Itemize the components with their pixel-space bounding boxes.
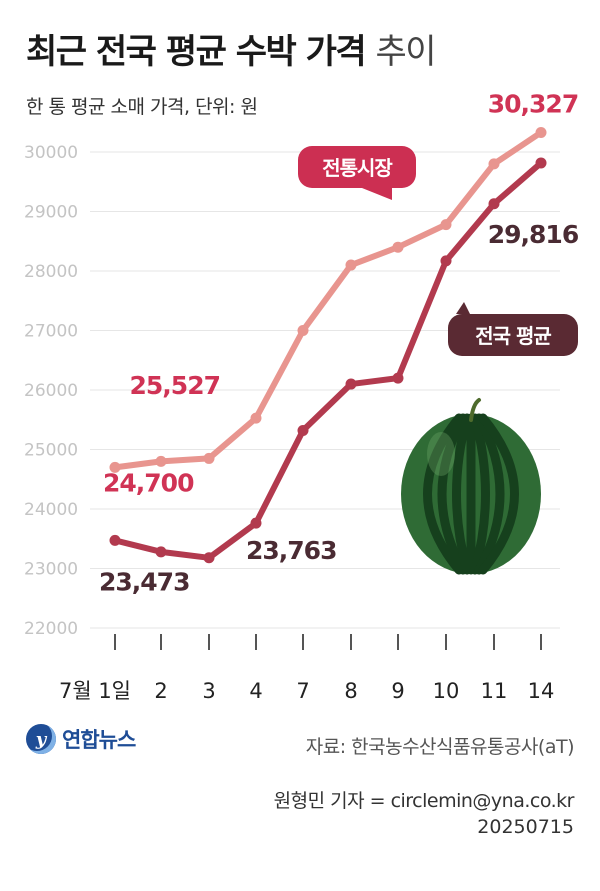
x-tick-label: 14 bbox=[528, 679, 555, 703]
data-point bbox=[440, 219, 452, 231]
callout-label: 전통시장 bbox=[322, 156, 393, 180]
callout-pointer bbox=[362, 188, 392, 200]
y-tick-label: 29000 bbox=[24, 203, 78, 223]
data-point bbox=[440, 255, 452, 267]
title-main: 최근 전국 평균 수박 가격 bbox=[26, 32, 367, 72]
watermelon-highlight bbox=[427, 432, 455, 476]
watermelon-stem bbox=[469, 398, 481, 422]
y-tick-label: 28000 bbox=[24, 262, 78, 282]
data-label: 24,700 bbox=[103, 468, 194, 497]
x-tick-label: 7 bbox=[296, 679, 309, 703]
watermelon-stripe bbox=[423, 413, 464, 575]
y-tick-label: 27000 bbox=[24, 322, 78, 342]
callout-label: 전국 평균 bbox=[475, 324, 551, 348]
watermelon-stripe bbox=[452, 413, 472, 575]
source-note: 자료: 한국농수산식품유통공사(aT) bbox=[305, 736, 575, 758]
data-point bbox=[535, 157, 547, 169]
x-tick-label: 2 bbox=[154, 679, 167, 703]
data-point bbox=[345, 378, 357, 390]
x-tick-label: 11 bbox=[481, 679, 508, 703]
series-callout: 전국 평균 bbox=[448, 302, 578, 356]
yonhap-logo: y 연합뉴스 bbox=[26, 724, 136, 754]
reporter-credit: 원형민 기자 = circlemin@yna.co.kr bbox=[273, 790, 575, 812]
y-tick-label: 30000 bbox=[24, 143, 78, 163]
data-point bbox=[392, 372, 404, 384]
x-tick-label: 7월 1일 bbox=[59, 679, 131, 703]
data-point bbox=[203, 552, 215, 564]
price-line-chart: 22000 23000 24000 25000 26000 27000 28000 29000… bbox=[24, 90, 580, 703]
data-point bbox=[250, 412, 262, 424]
y-tick-label: 22000 bbox=[24, 619, 78, 639]
data-point bbox=[109, 461, 121, 473]
series-line bbox=[112, 129, 544, 471]
publish-date: 20250715 bbox=[477, 816, 574, 838]
series-callout: 전통시장 bbox=[298, 146, 416, 200]
watermelon-stripe bbox=[474, 413, 505, 575]
x-tick-label: 4 bbox=[249, 679, 262, 703]
chart-title: 최근 전국 평균 수박 가격 추이 bbox=[26, 24, 437, 73]
x-tick-label: 3 bbox=[202, 679, 215, 703]
data-label: 23,763 bbox=[246, 536, 336, 565]
callout-box bbox=[298, 146, 416, 188]
callout-box bbox=[448, 314, 578, 356]
data-label: 25,527 bbox=[130, 371, 220, 400]
data-point bbox=[155, 455, 167, 467]
data-point bbox=[345, 259, 357, 271]
data-point bbox=[155, 546, 167, 558]
x-tick-label: 8 bbox=[344, 679, 357, 703]
title-suffix: 추이 bbox=[375, 32, 437, 72]
callout-pointer bbox=[456, 302, 470, 314]
data-label: 23,473 bbox=[99, 567, 189, 596]
data-label: 30,327 bbox=[488, 90, 578, 119]
data-point bbox=[392, 241, 404, 253]
data-label: 29,816 bbox=[488, 220, 579, 249]
y-tick-label: 26000 bbox=[24, 381, 78, 401]
watermelon-stripe bbox=[478, 413, 519, 575]
watermelon-stripe bbox=[437, 413, 468, 575]
y-tick-label: 23000 bbox=[24, 560, 78, 580]
data-point bbox=[250, 517, 262, 529]
data-point bbox=[297, 325, 309, 336]
watermelon-icon bbox=[401, 398, 541, 575]
y-tick-label: 25000 bbox=[24, 441, 78, 461]
chart-subtitle: 한 통 평균 소매 가격, 단위: 원 bbox=[26, 96, 258, 118]
data-point bbox=[488, 198, 500, 210]
y-tick-label: 24000 bbox=[24, 500, 78, 520]
yonhap-logo-icon: y bbox=[26, 724, 56, 754]
data-point bbox=[109, 534, 121, 546]
logo-text: 연합뉴스 bbox=[62, 728, 136, 752]
x-tick-label: 10 bbox=[433, 679, 460, 703]
series-line bbox=[112, 159, 544, 561]
data-point bbox=[297, 424, 309, 436]
data-point bbox=[488, 158, 500, 170]
data-point bbox=[535, 127, 547, 139]
data-point bbox=[203, 452, 215, 464]
x-tick-label: 9 bbox=[391, 679, 404, 703]
watermelon-stripe bbox=[470, 413, 490, 575]
